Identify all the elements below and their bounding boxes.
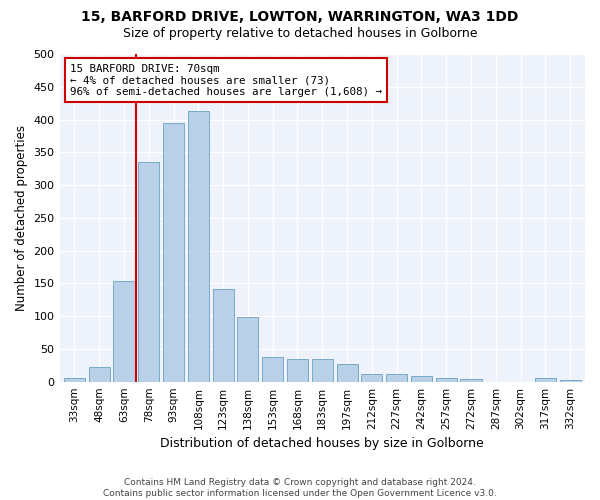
Y-axis label: Number of detached properties: Number of detached properties [15, 125, 28, 311]
Bar [337, 364, 358, 382]
Bar [212, 288, 233, 382]
Text: Size of property relative to detached houses in Golborne: Size of property relative to detached ho… [123, 28, 477, 40]
Text: 15 BARFORD DRIVE: 70sqm
← 4% of detached houses are smaller (73)
96% of semi-det: 15 BARFORD DRIVE: 70sqm ← 4% of detached… [70, 64, 382, 97]
Bar [560, 380, 581, 382]
Text: Contains HM Land Registry data © Crown copyright and database right 2024.
Contai: Contains HM Land Registry data © Crown c… [103, 478, 497, 498]
Bar [138, 162, 160, 382]
Bar [386, 374, 407, 382]
Bar [89, 366, 110, 382]
Bar [287, 358, 308, 382]
Bar [312, 358, 333, 382]
Bar [436, 378, 457, 382]
Bar [113, 282, 134, 382]
Bar [535, 378, 556, 382]
Bar [238, 317, 259, 382]
Bar [460, 379, 482, 382]
Bar [361, 374, 382, 382]
Bar [411, 376, 432, 382]
Bar [64, 378, 85, 382]
Text: 15, BARFORD DRIVE, LOWTON, WARRINGTON, WA3 1DD: 15, BARFORD DRIVE, LOWTON, WARRINGTON, W… [82, 10, 518, 24]
Bar [163, 123, 184, 382]
X-axis label: Distribution of detached houses by size in Golborne: Distribution of detached houses by size … [160, 437, 484, 450]
Bar [188, 111, 209, 382]
Bar [262, 357, 283, 382]
